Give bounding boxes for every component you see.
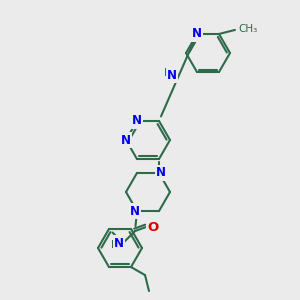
Text: N: N	[114, 237, 124, 250]
Text: N: N	[130, 205, 140, 218]
Text: N: N	[132, 114, 142, 128]
Text: O: O	[147, 220, 159, 234]
Text: H: H	[111, 240, 119, 250]
Text: CH₃: CH₃	[238, 24, 257, 34]
Text: N: N	[121, 134, 131, 146]
Text: N: N	[192, 27, 202, 40]
Text: N: N	[167, 69, 177, 82]
Text: N: N	[192, 27, 202, 40]
Text: H: H	[164, 68, 172, 78]
Text: N: N	[156, 167, 166, 179]
